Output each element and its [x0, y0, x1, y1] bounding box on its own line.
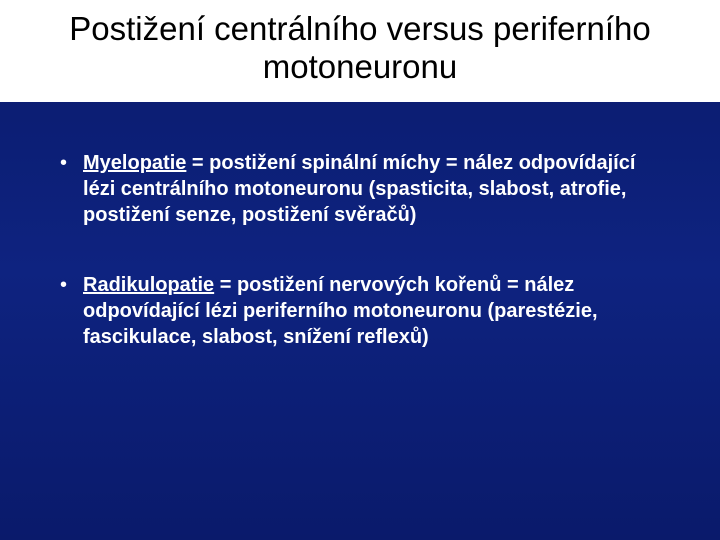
slide: Postižení centrálního versus periferního…	[0, 0, 720, 540]
title-container: Postižení centrálního versus periferního…	[0, 0, 720, 102]
bullet-marker-icon: •	[60, 150, 67, 176]
bullet-marker-icon: •	[60, 272, 67, 298]
bullet-text: Myelopatie = postižení spinální míchy = …	[83, 150, 660, 228]
bullet-text: Radikulopatie = postižení nervových koře…	[83, 272, 660, 350]
bullet-term: Myelopatie	[83, 152, 186, 174]
content-area: • Myelopatie = postižení spinální míchy …	[0, 102, 720, 350]
slide-title: Postižení centrálního versus periferního…	[30, 10, 690, 86]
bullet-item: • Radikulopatie = postižení nervových ko…	[60, 272, 660, 350]
bullet-term: Radikulopatie	[83, 274, 214, 296]
bullet-item: • Myelopatie = postižení spinální míchy …	[60, 150, 660, 228]
